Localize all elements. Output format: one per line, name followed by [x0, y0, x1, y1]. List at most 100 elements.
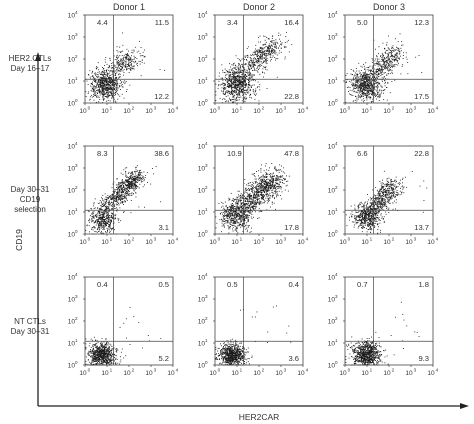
event-dot [92, 220, 94, 222]
event-dot [123, 65, 125, 67]
event-dot [271, 41, 272, 43]
event-dot [111, 93, 112, 95]
event-dot [115, 83, 117, 85]
event-dot [110, 217, 112, 219]
event-dot [124, 196, 125, 198]
event-dot [113, 222, 115, 224]
event-dot [108, 81, 110, 83]
event-dot [129, 177, 131, 179]
event-dot [111, 194, 113, 195]
event-dot [100, 225, 102, 227]
event-dot [119, 196, 120, 198]
event-dot [240, 84, 241, 85]
event-dot [93, 87, 95, 89]
event-dot [231, 80, 233, 82]
event-dot [236, 69, 237, 71]
event-dot [113, 88, 115, 90]
event-dot [130, 183, 132, 185]
event-dot [110, 216, 112, 218]
event-dot [89, 70, 91, 72]
y-tick-exponent: 4 [205, 10, 208, 15]
event-dot [363, 81, 365, 83]
event-dot [247, 73, 249, 75]
event-dot [352, 69, 354, 71]
event-dot [233, 62, 235, 64]
event-dot [124, 64, 126, 66]
event-dot [231, 68, 233, 70]
event-dot [120, 68, 122, 70]
event-dot [245, 94, 247, 96]
event-dot [221, 98, 223, 100]
event-dot [233, 218, 234, 220]
event-dot [115, 85, 117, 87]
event-dot [256, 55, 258, 57]
event-dot [93, 227, 95, 228]
event-dot [130, 200, 132, 201]
event-dot [90, 78, 92, 80]
event-dot [115, 101, 117, 103]
event-dot [236, 206, 238, 208]
event-dot [120, 61, 122, 63]
event-dot [357, 86, 359, 88]
event-dot [249, 61, 250, 62]
event-dot [120, 187, 122, 189]
event-dot [267, 52, 269, 54]
event-dot [95, 213, 97, 215]
event-dot [124, 200, 126, 202]
event-dot [248, 78, 250, 79]
event-dot [112, 198, 114, 200]
event-dot [271, 40, 273, 42]
event-dot [235, 77, 237, 79]
event-dot [231, 215, 233, 217]
event-dot [132, 182, 134, 184]
event-dot [128, 63, 129, 65]
event-dot [259, 73, 261, 75]
event-dot [113, 92, 115, 94]
event-dot [356, 81, 358, 83]
event-dot [240, 76, 242, 77]
event-dot [222, 82, 224, 84]
y-tick-label: 10 [68, 231, 76, 238]
event-dot [376, 74, 378, 76]
event-dot [133, 55, 135, 57]
event-dot [103, 73, 105, 75]
event-dot [137, 174, 139, 175]
y-tick-exponent: 0 [205, 98, 208, 103]
event-dot [97, 221, 98, 223]
y-tick-label: 10 [68, 143, 76, 150]
event-dot [405, 56, 407, 58]
event-dot [238, 222, 240, 224]
event-dot [140, 180, 142, 182]
event-dot [368, 84, 369, 85]
event-dot [248, 211, 250, 213]
event-dot [114, 229, 115, 231]
event-dot [243, 83, 245, 85]
event-dot [254, 94, 256, 95]
event-dot [231, 78, 233, 79]
event-dot [237, 232, 239, 234]
event-dot [226, 213, 228, 215]
event-dot [268, 48, 270, 49]
event-dot [265, 67, 266, 68]
event-dot [384, 65, 386, 66]
event-dot [376, 82, 377, 84]
event-dot [230, 71, 231, 73]
event-dot [369, 85, 370, 87]
event-dot [122, 201, 123, 203]
event-dot [107, 100, 109, 101]
event-dot [117, 69, 119, 71]
event-dot [254, 98, 256, 100]
event-dot [110, 70, 112, 72]
event-dot [225, 87, 227, 89]
event-dot [106, 206, 108, 207]
event-dot [225, 70, 227, 72]
event-dot [360, 83, 362, 85]
event-dot [259, 61, 261, 63]
event-dot [383, 59, 385, 60]
event-dot [225, 214, 227, 216]
event-dot [113, 197, 115, 199]
event-dot [274, 52, 276, 54]
event-dot [120, 191, 122, 193]
x-tick-exponent: 2 [132, 237, 135, 242]
event-dot [117, 195, 119, 197]
